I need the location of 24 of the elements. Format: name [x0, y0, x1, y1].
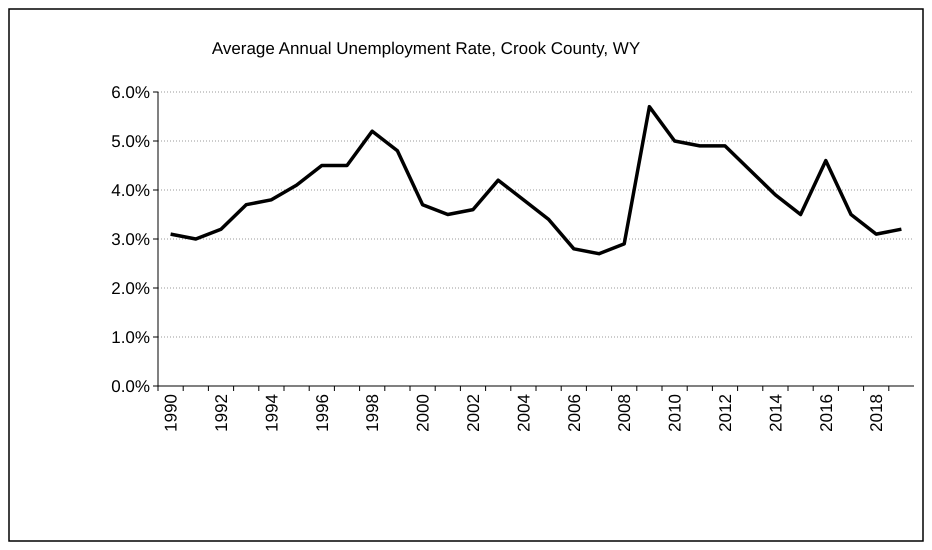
x-tick-label: 2018	[867, 394, 886, 432]
y-tick-label: 0.0%	[111, 376, 150, 396]
y-tick-label: 3.0%	[111, 230, 150, 249]
y-tick-label: 4.0%	[111, 180, 150, 200]
y-tick-label: 5.0%	[111, 132, 150, 151]
line-series	[168, 104, 904, 256]
y-tick-label: 2.0%	[111, 278, 150, 298]
chart-title: Average Annual Unemployment Rate, Crook County, WY	[212, 39, 640, 58]
y-tick-label: 1.0%	[111, 328, 150, 347]
x-tick-label: 2006	[564, 394, 584, 432]
x-tick-label: 2014	[766, 394, 786, 432]
x-tick-label: 2012	[716, 394, 735, 432]
x-tick-label: 2010	[666, 394, 685, 432]
x-tick-label: 1994	[262, 394, 282, 432]
x-tick-label: 1990	[162, 394, 181, 432]
x-tick-label: 1992	[212, 394, 231, 432]
x-tick-label: 2004	[514, 394, 534, 432]
x-tick-label: 2002	[464, 394, 483, 432]
x-tick-label: 2016	[816, 394, 836, 432]
x-tick-label: 2008	[615, 394, 634, 432]
x-tick-label: 2000	[414, 394, 433, 432]
x-tick-label: 1996	[312, 394, 332, 432]
y-tick-label: 6.0%	[111, 82, 150, 102]
x-tick-label: 1998	[363, 394, 382, 432]
